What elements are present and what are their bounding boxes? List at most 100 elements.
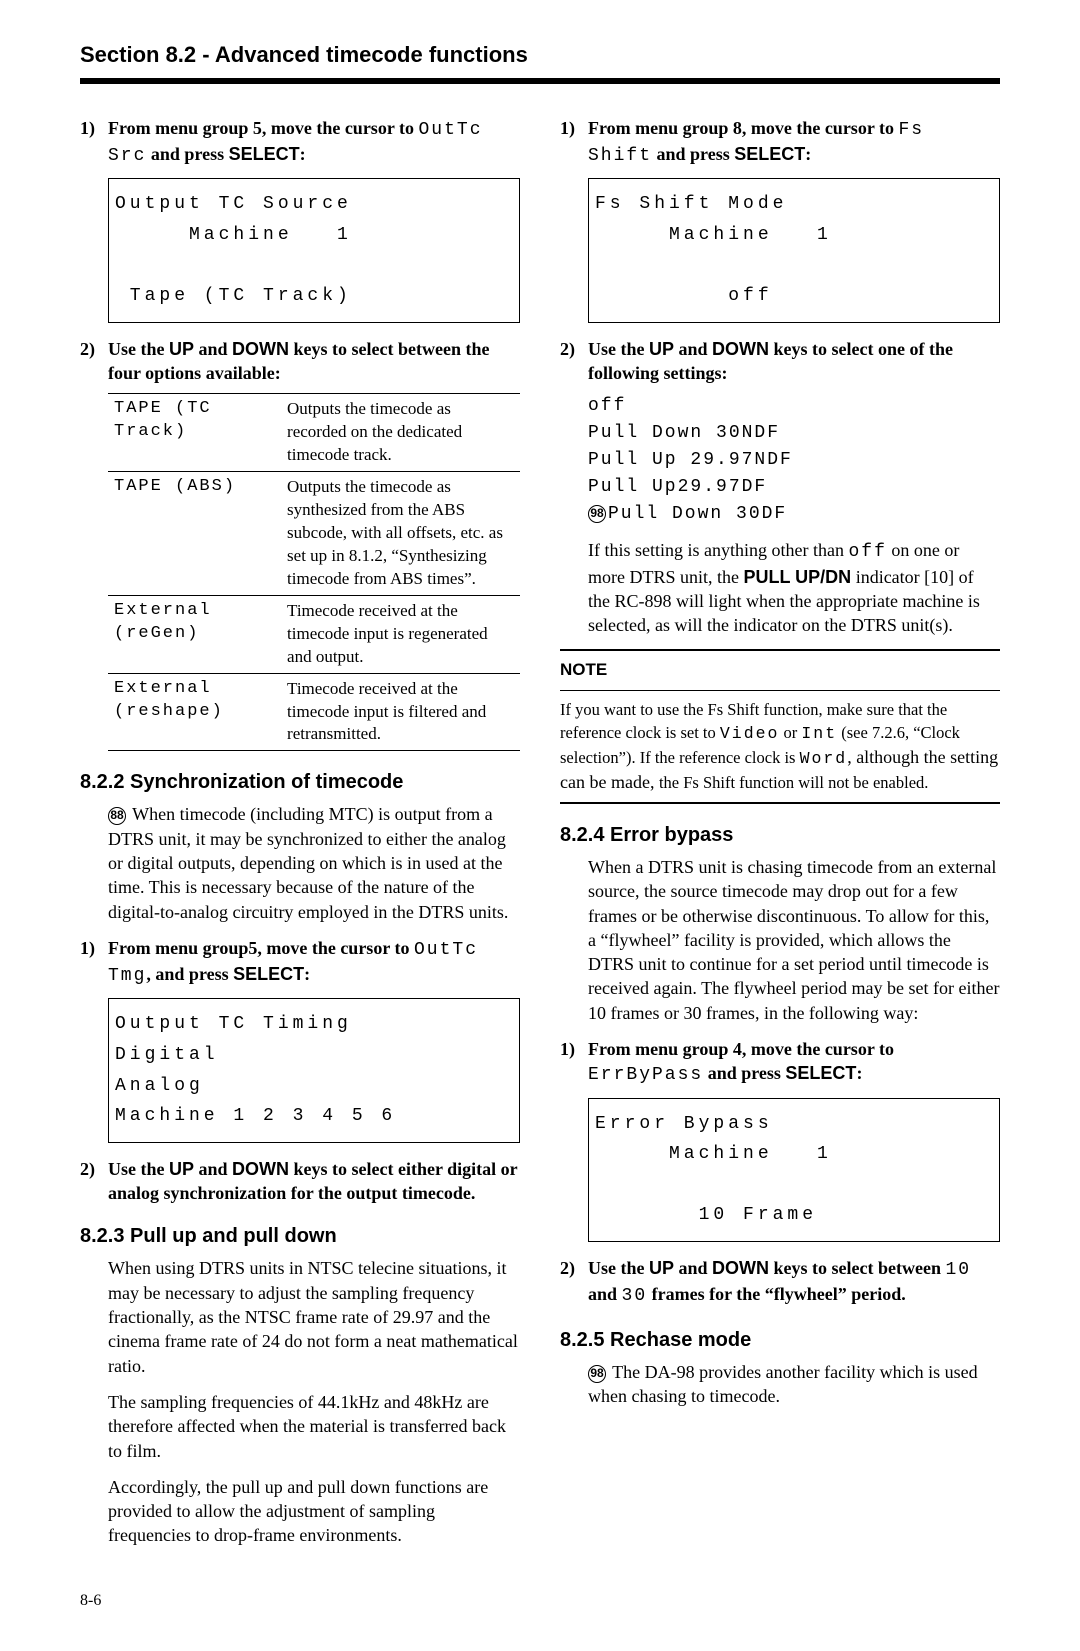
mono-word: Word — [800, 749, 848, 768]
left-step-1: 1) From menu group 5, move the cursor to… — [80, 116, 520, 169]
heading-825: 8.2.5 Rechase mode — [560, 1327, 1000, 1354]
t: Use the — [588, 1258, 649, 1278]
t: From menu group 5, move the cursor to — [108, 118, 418, 138]
key-up: UP — [169, 339, 194, 359]
right-column: 1) From menu group 8, move the cursor to… — [560, 104, 1000, 1560]
t: If this setting is anything other than — [588, 540, 848, 560]
two-column-layout: 1) From menu group 5, move the cursor to… — [80, 104, 1000, 1560]
note-body: If you want to use the Fs Shift function… — [560, 699, 1000, 794]
t: From menu group5, move the cursor to — [108, 938, 414, 958]
settings-line-last: Pull Down 30DF — [608, 504, 787, 524]
table-row: TAPE (TC Track)Outputs the timecode as r… — [108, 394, 520, 472]
step-text: From menu group 8, move the cursor to Fs… — [588, 116, 1000, 169]
menu-item: ErrByPass — [588, 1065, 703, 1085]
t: frames for the “flywheel” period. — [647, 1284, 906, 1304]
t: : — [300, 144, 306, 164]
t: Use the — [588, 339, 649, 359]
t: and — [194, 1159, 232, 1179]
para-822: 88 When timecode (including MTC) is outp… — [108, 802, 520, 923]
left-step-4: 2) Use the UP and DOWN keys to select ei… — [80, 1157, 520, 1206]
t: The DA-98 provides another facility whic… — [588, 1362, 978, 1406]
para-824: When a DTRS unit is chasing timecode fro… — [588, 855, 1000, 1025]
table-row: External (reshape)Timecode received at t… — [108, 673, 520, 751]
key-select: SELECT — [229, 144, 300, 164]
opt-label: TAPE (TC Track) — [108, 394, 281, 472]
badge-88-icon: 88 — [108, 807, 126, 825]
header-rule — [80, 78, 1000, 84]
indicator-pull: PULL UP/DN — [744, 567, 852, 587]
t: the Fs Shift function will not be enable… — [659, 773, 928, 792]
mono-video: Video — [720, 724, 780, 743]
badge-98-icon: 98 — [588, 1365, 606, 1383]
right-step-1: 1) From menu group 8, move the cursor to… — [560, 116, 1000, 169]
t: Use the — [108, 339, 169, 359]
lcd-error-bypass: Error Bypass Machine 1 10 Frame — [588, 1098, 1000, 1242]
opt-desc: Outputs the timecode as synthesized from… — [281, 472, 520, 596]
t: and press — [146, 144, 228, 164]
t: : — [805, 144, 811, 164]
page-number: 8-6 — [80, 1590, 1000, 1612]
note-rule-bottom — [560, 802, 1000, 804]
step-number: 1) — [80, 116, 108, 169]
key-select: SELECT — [233, 964, 304, 984]
mono-off: off — [848, 542, 886, 562]
lcd-output-tc-source: Output TC Source Machine 1 Tape (TC Trac… — [108, 178, 520, 322]
table-row: External (reGen)Timecode received at the… — [108, 595, 520, 673]
key-down: DOWN — [712, 339, 769, 359]
step-text: Use the UP and DOWN keys to select betwe… — [108, 337, 520, 386]
step-number: 2) — [560, 1256, 588, 1309]
opt-desc: Timecode received at the timecode input … — [281, 673, 520, 751]
step-number: 2) — [560, 337, 588, 386]
para-after-settings: If this setting is anything other than o… — [588, 538, 1000, 637]
t: From menu group 4, move the cursor to — [588, 1039, 894, 1059]
t: and — [588, 1284, 622, 1304]
lcd-fs-shift: Fs Shift Mode Machine 1 off — [588, 178, 1000, 322]
mono-10: 10 — [946, 1260, 972, 1280]
note-rule-top — [560, 649, 1000, 651]
table-row: TAPE (ABS)Outputs the timecode as synthe… — [108, 472, 520, 596]
mono-30: 30 — [622, 1286, 648, 1306]
heading-823: 8.2.3 Pull up and pull down — [80, 1223, 520, 1250]
key-select: SELECT — [734, 144, 805, 164]
t: keys to select between — [769, 1258, 945, 1278]
t: and — [194, 339, 232, 359]
t: and press — [652, 144, 734, 164]
right-step-3: 1) From menu group 4, move the cursor to… — [560, 1037, 1000, 1088]
key-up: UP — [649, 1258, 674, 1278]
step-number: 1) — [560, 116, 588, 169]
t: From menu group 8, move the cursor to — [588, 118, 898, 138]
step-text: From menu group5, move the cursor to Out… — [108, 936, 520, 989]
opt-label: TAPE (ABS) — [108, 472, 281, 596]
step-text: From menu group 5, move the cursor to Ou… — [108, 116, 520, 169]
para-823c: Accordingly, the pull up and pull down f… — [108, 1475, 520, 1548]
heading-822: 8.2.2 Synchronization of timecode — [80, 769, 520, 796]
key-down: DOWN — [712, 1258, 769, 1278]
t: : — [304, 964, 310, 984]
t: or — [779, 723, 801, 742]
note-heading: NOTE — [560, 659, 1000, 682]
opt-desc: Outputs the timecode as recorded on the … — [281, 394, 520, 472]
left-step-3: 1) From menu group5, move the cursor to … — [80, 936, 520, 989]
para-823a: When using DTRS units in NTSC telecine s… — [108, 1256, 520, 1377]
t: and press — [703, 1063, 785, 1083]
t: Use the — [108, 1159, 169, 1179]
section-header: Section 8.2 - Advanced timecode function… — [80, 40, 1000, 70]
step-text: Use the UP and DOWN keys to select eithe… — [108, 1157, 520, 1206]
badge-98-icon: 98 — [588, 505, 606, 523]
key-down: DOWN — [232, 1159, 289, 1179]
opt-desc: Timecode received at the timecode input … — [281, 595, 520, 673]
opt-label: External (reshape) — [108, 673, 281, 751]
left-step-2: 2) Use the UP and DOWN keys to select be… — [80, 337, 520, 386]
note-rule-mid — [560, 690, 1000, 692]
options-table: TAPE (TC Track)Outputs the timecode as r… — [108, 393, 520, 751]
lcd-output-tc-timing: Output TC Timing Digital Analog Machine … — [108, 998, 520, 1142]
key-up: UP — [649, 339, 674, 359]
t: and — [674, 1258, 712, 1278]
opt-label: External (reGen) — [108, 595, 281, 673]
key-down: DOWN — [232, 339, 289, 359]
heading-824: 8.2.4 Error bypass — [560, 822, 1000, 849]
t: and — [674, 339, 712, 359]
fs-shift-settings: off Pull Down 30NDF Pull Up 29.97NDF Pul… — [588, 393, 1000, 528]
step-number: 1) — [560, 1037, 588, 1088]
t: , and press — [146, 964, 233, 984]
